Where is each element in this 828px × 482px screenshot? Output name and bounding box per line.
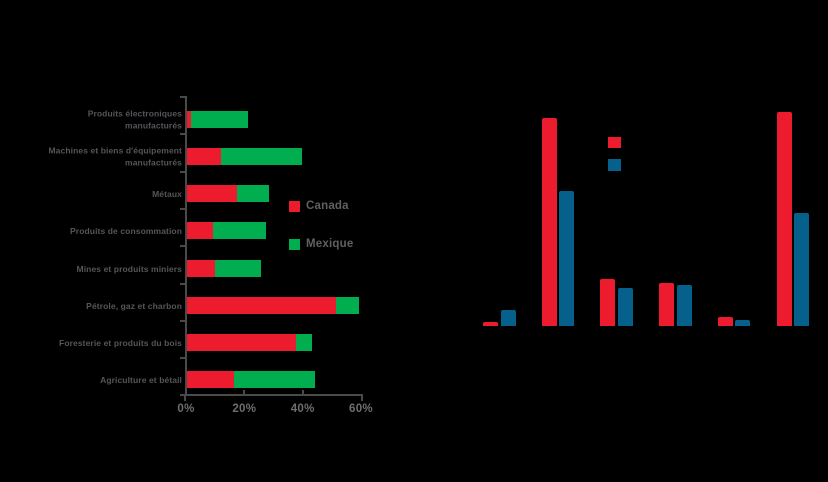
bar-blue: [676, 285, 692, 326]
bar-segment-canada: [187, 111, 192, 128]
y-axis-tick: [180, 245, 185, 248]
x-axis-endcap-left: [184, 394, 186, 401]
bar-red: [483, 321, 498, 326]
bar-segment-canada: [187, 260, 215, 277]
category-label: Mines et produits miniers: [76, 263, 182, 274]
bar-blue: [617, 287, 633, 326]
bar-blue: [559, 191, 575, 326]
bar-red: [717, 317, 733, 326]
category-label: Produits électroniques manufacturés: [87, 108, 182, 131]
bar-segment-mexique: [213, 222, 266, 239]
bar-blue: [500, 309, 516, 326]
y-axis-line: [185, 96, 187, 395]
right-legend-blue-swatch-icon: [608, 159, 621, 171]
bar-segment-mexique: [335, 297, 360, 314]
x-axis-tick: [301, 390, 304, 394]
bar-segment-canada: [187, 371, 234, 388]
y-axis-tick: [180, 96, 185, 98]
bar-segment-canada: [187, 334, 297, 351]
y-axis-tick: [180, 394, 185, 397]
legend-label-canada: Canada: [306, 200, 349, 212]
mexique-swatch-icon: [289, 239, 300, 250]
y-axis-tick: [180, 207, 185, 210]
bar-blue: [794, 212, 809, 326]
category-label: Foresterie et produits du bois: [59, 337, 182, 348]
y-axis-tick: [180, 170, 185, 173]
bar-segment-mexique: [296, 334, 313, 351]
category-label: Pétrole, gaz et charbon: [86, 300, 182, 311]
bar-red: [541, 118, 557, 326]
x-tick-label: 0%: [177, 403, 195, 415]
y-axis-tick: [180, 319, 185, 322]
bar-segment-mexique: [233, 371, 316, 388]
bar-blue: [735, 319, 751, 326]
category-label: Machines et biens d'équipement manufactu…: [48, 145, 182, 168]
right-grouped-bar-chart: [414, 0, 828, 482]
bar-segment-canada: [187, 148, 221, 165]
x-tick-label: 60%: [349, 403, 373, 415]
x-tick-label: 20%: [232, 403, 257, 415]
bar-segment-canada: [187, 185, 237, 202]
bar-red: [659, 283, 675, 326]
x-tick-label: 40%: [290, 403, 315, 415]
category-label: Produits de consommation: [70, 225, 182, 236]
legend-label-mexique: Mexique: [306, 238, 354, 250]
bar-segment-canada: [187, 297, 336, 314]
bar-segment-mexique: [220, 148, 303, 165]
canada-swatch-icon: [289, 201, 300, 212]
category-label: Agriculture et bétail: [100, 374, 182, 385]
y-axis-tick: [180, 357, 185, 360]
bar-segment-mexique: [191, 111, 249, 128]
category-label: Métaux: [152, 188, 182, 199]
bar-red: [776, 112, 792, 326]
left-stacked-bar-chart: Produits électroniques manufacturés Machi…: [48, 96, 373, 415]
right-legend-red-swatch-icon: [608, 137, 621, 148]
y-axis-tick: [180, 282, 185, 285]
bar-red: [600, 278, 616, 326]
bar-segment-canada: [187, 222, 214, 239]
x-axis-endcap-right: [361, 394, 363, 401]
x-axis-tick: [243, 390, 246, 394]
y-axis-tick: [180, 133, 185, 136]
bar-segment-mexique: [236, 185, 269, 202]
x-axis-line: [184, 394, 363, 396]
bar-segment-mexique: [214, 260, 262, 277]
